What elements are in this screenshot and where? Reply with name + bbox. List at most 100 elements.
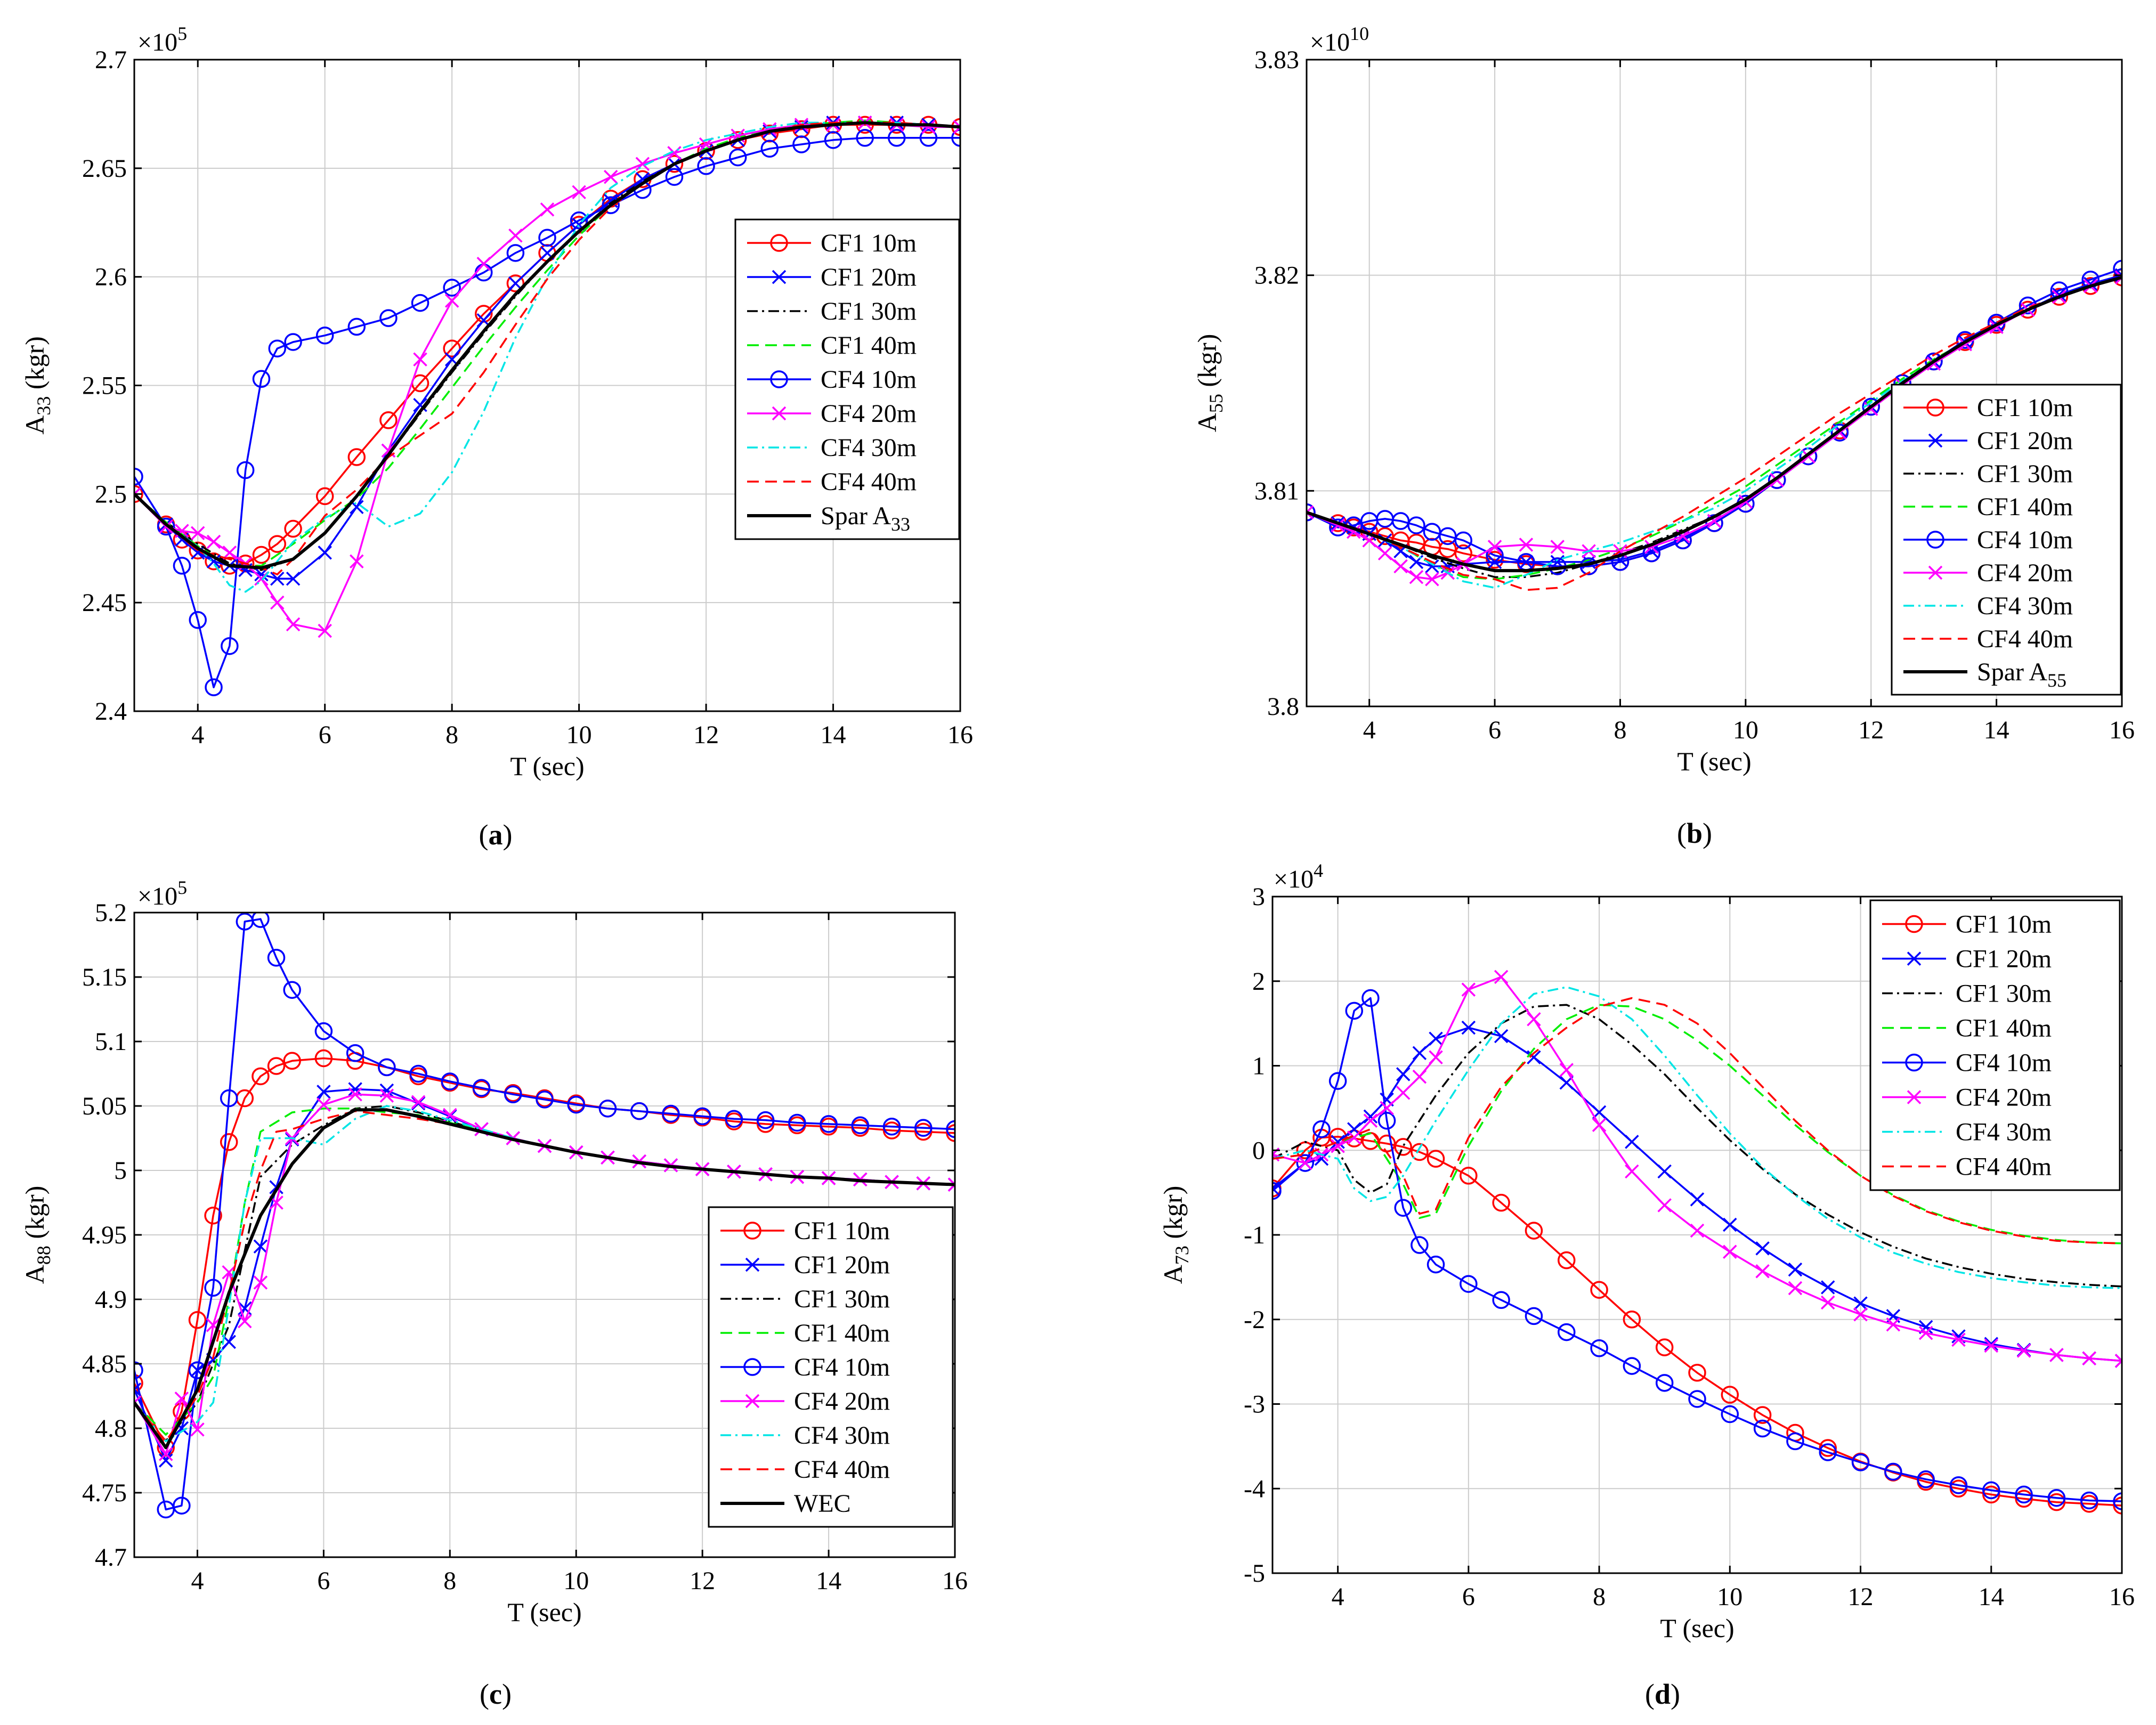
series-line-cf1-10m	[134, 1057, 955, 1449]
data-point	[317, 1097, 331, 1112]
data-point	[206, 534, 221, 549]
series-group	[1307, 259, 2122, 591]
data-point	[1657, 1164, 1672, 1179]
series-group	[1272, 970, 2122, 1515]
y-tick-label: 4.7	[95, 1543, 127, 1572]
legend-label: CF1 20m	[1977, 427, 2073, 455]
x-axis-label: T (sec)	[1677, 746, 1751, 776]
legend-marker	[770, 370, 788, 388]
data-point	[1486, 551, 1504, 569]
y-tick-label: 4.95	[82, 1221, 127, 1249]
legend-label: CF1 20m	[1956, 945, 2052, 973]
data-point	[268, 535, 287, 553]
series-line-cf4-10m	[134, 918, 955, 1511]
data-point	[2113, 259, 2122, 278]
y-tick-label: 1	[1252, 1052, 1265, 1080]
data-point	[2047, 1488, 2066, 1507]
y-tick-label: -3	[1244, 1390, 1265, 1419]
data-point	[1625, 1135, 1639, 1149]
data-point	[1558, 1251, 1576, 1270]
data-point	[315, 487, 334, 506]
data-point	[1851, 1453, 1870, 1471]
x-tick-label: 4	[191, 1567, 204, 1595]
legend-label: CF4 40m	[1956, 1153, 2052, 1181]
data-point	[350, 554, 364, 568]
y-tick-label: 3	[1252, 883, 1265, 911]
legend-marker	[1907, 1090, 1922, 1104]
data-point	[283, 1052, 301, 1070]
data-point	[1460, 1167, 1478, 1185]
data-point	[444, 294, 459, 308]
data-point	[919, 129, 938, 147]
data-point	[379, 411, 398, 429]
data-point	[662, 1104, 680, 1123]
data-point	[134, 485, 143, 503]
x-tick-label: 4	[191, 721, 204, 749]
data-point	[1590, 1281, 1608, 1299]
data-point	[1363, 1113, 1378, 1128]
series-line-cf1-40m	[134, 119, 960, 567]
data-point	[792, 135, 810, 153]
series-line-cf4-30m	[134, 121, 960, 593]
data-point	[1690, 1192, 1705, 1207]
y-tick-label: 3.83	[1254, 46, 1299, 74]
data-point	[284, 333, 302, 351]
data-point	[1426, 1150, 1445, 1168]
legend-label: CF1 20m	[821, 263, 917, 291]
y-tick-label: 5.2	[95, 899, 127, 927]
data-point	[1886, 1317, 1901, 1332]
data-point	[888, 129, 906, 147]
data-point	[1487, 540, 1502, 554]
legend-label: Spar A33	[821, 502, 910, 535]
data-point	[1454, 531, 1472, 550]
x-tick-label: 8	[1614, 716, 1626, 744]
y-axis-label-unit: (kgr)	[1158, 1186, 1188, 1246]
data-point	[1982, 1485, 2000, 1504]
series-line-spar-a33	[134, 121, 960, 569]
y-tick-label: 4.8	[95, 1414, 127, 1443]
data-point	[270, 595, 285, 610]
y-axis-label-sub: 73	[1171, 1246, 1193, 1265]
data-point	[665, 154, 684, 173]
legend-label: CF1 10m	[1956, 910, 2052, 939]
legend-label: CF1 30m	[794, 1285, 890, 1313]
data-point	[1755, 1241, 1770, 1256]
data-point	[1592, 1118, 1607, 1132]
legend-marker	[772, 406, 787, 421]
data-point	[318, 623, 332, 638]
x-tick-label: 14	[1979, 1583, 2004, 1611]
data-point	[173, 1496, 191, 1515]
data-point	[253, 1275, 268, 1290]
data-point	[346, 1044, 364, 1062]
y-axis-label: A33 (kgr)	[20, 336, 54, 435]
y-tick-label: 3.81	[1254, 477, 1299, 505]
data-point	[1949, 1476, 1968, 1494]
series-group	[134, 913, 955, 1519]
data-point	[1377, 546, 1392, 560]
data-point	[1394, 1138, 1412, 1156]
data-point	[1460, 1275, 1478, 1293]
data-point	[158, 1453, 173, 1468]
data-point	[348, 1087, 362, 1102]
y-tick-label: -1	[1244, 1221, 1265, 1249]
data-point	[174, 1392, 189, 1406]
data-point	[2015, 1490, 2033, 1508]
data-point	[1788, 1281, 1803, 1296]
chart-panel-a: 4 6 8 10 12 14 16 2.4 2.45 2.5 2.55 2.6 2.65 2.7 ×105 T…	[20, 23, 973, 851]
data-point	[728, 148, 747, 167]
legend-label: CF1 10m	[1977, 394, 2073, 422]
x-tick-label: 8	[1593, 1583, 1606, 1611]
legend-label: CF4 30m	[821, 434, 917, 462]
data-point	[1917, 1470, 1935, 1488]
data-point	[1331, 1135, 1345, 1149]
legend-marker	[772, 270, 787, 284]
data-point	[411, 294, 429, 312]
data-point	[2080, 1491, 2098, 1510]
legend-label: CF1 30m	[821, 297, 917, 326]
data-point	[665, 168, 684, 186]
data-point	[1328, 1072, 1347, 1090]
data-point	[760, 140, 779, 158]
series-line-cf4-30m	[1272, 986, 2122, 1289]
data-point	[268, 339, 287, 357]
data-point	[1331, 1139, 1345, 1153]
